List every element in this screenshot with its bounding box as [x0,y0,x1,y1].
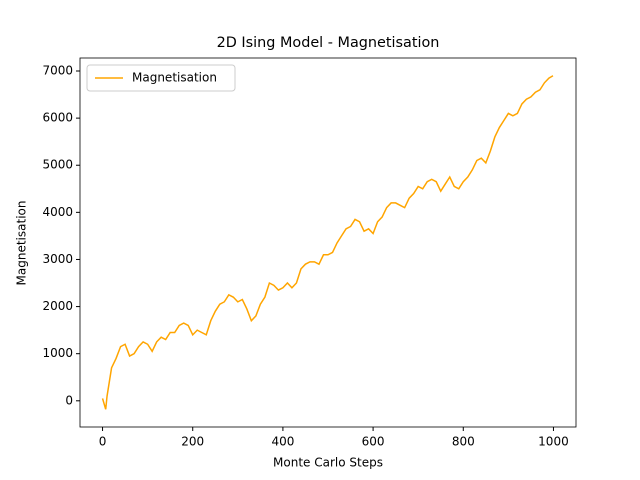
x-tick-label: 200 [181,435,204,449]
x-tick-label: 800 [452,435,475,449]
x-tick-label: 0 [99,435,107,449]
x-axis-label: Monte Carlo Steps [273,456,383,470]
y-tick-label: 3000 [42,252,73,266]
x-tick-label: 400 [271,435,294,449]
plot-frame [79,57,577,428]
y-tick-label: 5000 [42,158,73,172]
chart-title: 2D Ising Model - Magnetisation [217,35,440,51]
line [101,75,554,410]
legend-label: Magnetisation [132,71,217,85]
x-tick-label: 600 [362,435,385,449]
y-tick-label: 0 [65,393,73,407]
y-tick-label: 2000 [42,299,73,313]
y-tick-label: 1000 [42,346,73,360]
x-tick-label: 1000 [538,435,569,449]
legend-box [86,64,236,92]
y-tick-label: 6000 [42,111,73,125]
y-tick-label: 4000 [42,205,73,219]
y-tick-label: 7000 [42,64,73,78]
y-axis-label: Magnetisation [15,201,29,286]
